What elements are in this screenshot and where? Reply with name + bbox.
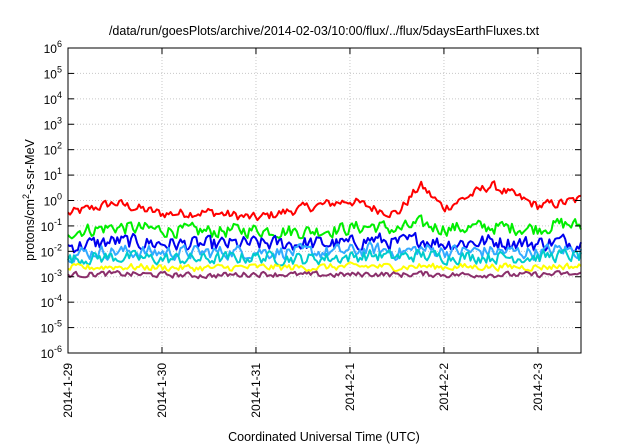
- series-line-5: [67, 248, 582, 267]
- series-line-1: [67, 180, 582, 222]
- y-tick-label: 101: [44, 166, 62, 183]
- y-tick-label: 10-5: [41, 319, 62, 336]
- x-tick-label: 2014-1-30: [155, 363, 169, 418]
- x-tick-label: 2014-2-3: [531, 363, 545, 411]
- y-axis-label-sup: 2: [21, 194, 31, 199]
- series-line-3: [67, 231, 582, 254]
- series-line-2: [67, 214, 582, 240]
- grid-lines: [68, 48, 581, 353]
- series-lines: [67, 180, 582, 280]
- x-axis-label: Coordinated Universal Time (UTC): [228, 430, 420, 444]
- y-tick-label: 103: [44, 115, 62, 132]
- y-tick-label: 100: [44, 192, 62, 209]
- y-tick-label: 10-1: [41, 217, 62, 234]
- series-line-7: [67, 270, 582, 280]
- y-axis-label-suffix: -s-sr-MeV: [23, 138, 37, 194]
- x-tick-label: 2014-2-2: [437, 363, 451, 411]
- y-axis-label-prefix: protons/cm: [23, 199, 37, 261]
- y-axis-ticks: 10-6 10-5 10-4 10-3 10-2 10-1 100 101 102 103 104 1…: [41, 39, 581, 361]
- series-line-4: [67, 241, 582, 264]
- x-tick-label: 2014-1-29: [61, 363, 75, 418]
- y-tick-label: 105: [44, 64, 62, 81]
- x-tick-label: 2014-1-31: [249, 363, 263, 418]
- y-tick-label: 104: [44, 90, 62, 107]
- x-axis-ticks: 2014-1-29 2014-1-30 2014-1-31 2014-2-1 2014-…: [61, 48, 545, 418]
- y-tick-label: 10-4: [41, 293, 62, 310]
- y-tick-label: 10-3: [41, 268, 62, 285]
- y-tick-label: 102: [44, 141, 62, 158]
- y-axis-label: protons/cm2-s-sr-MeV: [21, 138, 37, 260]
- y-tick-label: 106: [44, 39, 62, 56]
- series-line-6: [67, 261, 582, 273]
- x-tick-label: 2014-2-1: [343, 363, 357, 411]
- y-tick-label: 10-2: [41, 242, 62, 259]
- plot-frame: [67, 47, 582, 354]
- y-tick-label: 10-6: [41, 344, 62, 361]
- chart-title: /data/run/goesPlots/archive/2014-02-03/1…: [109, 24, 540, 38]
